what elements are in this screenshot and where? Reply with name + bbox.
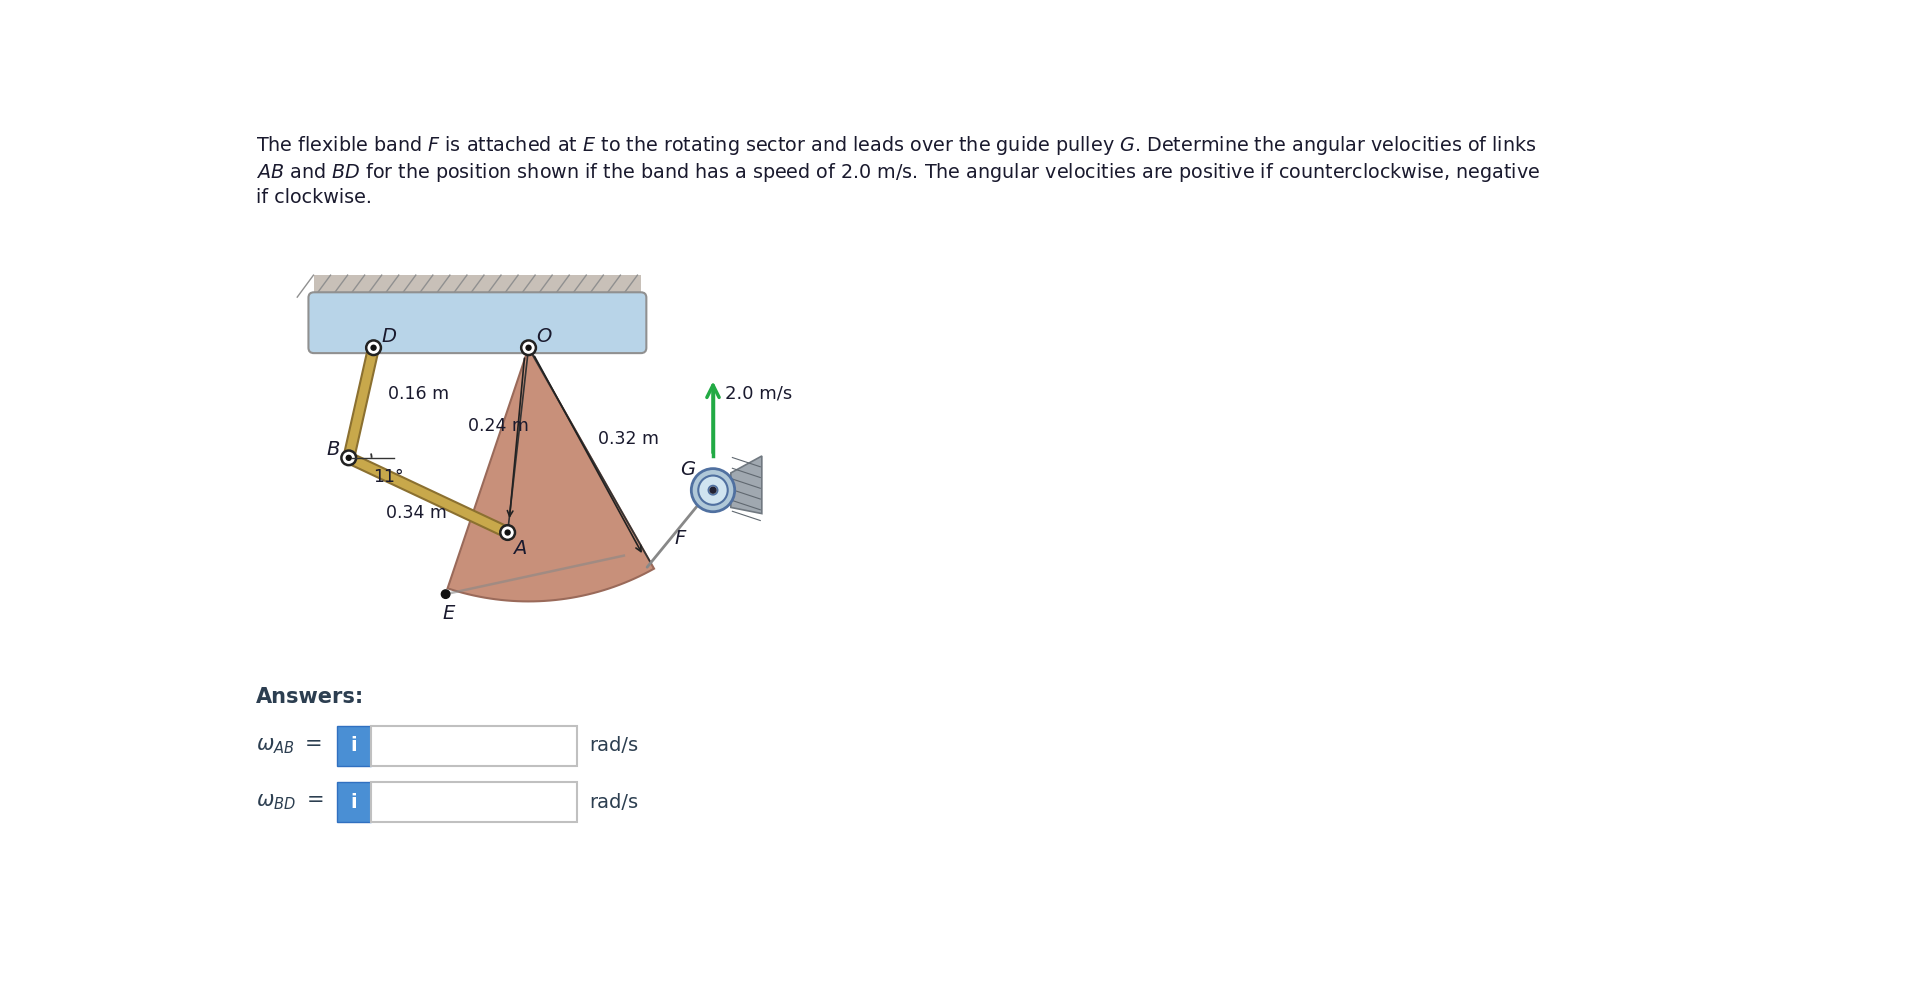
Circle shape [709, 487, 717, 493]
Text: 11°: 11° [373, 468, 404, 486]
FancyBboxPatch shape [371, 726, 577, 766]
FancyBboxPatch shape [336, 782, 371, 822]
Text: if clockwise.: if clockwise. [256, 188, 371, 207]
Polygon shape [730, 456, 761, 514]
FancyBboxPatch shape [336, 726, 371, 766]
Text: rad/s: rad/s [588, 793, 638, 811]
Circle shape [527, 345, 530, 350]
Circle shape [342, 450, 356, 465]
Circle shape [442, 590, 450, 598]
Text: $\omega_{BD}$ $=$: $\omega_{BD}$ $=$ [256, 792, 323, 812]
Polygon shape [346, 453, 509, 538]
Text: 0.24 m: 0.24 m [467, 417, 529, 434]
Circle shape [698, 475, 728, 505]
Text: i: i [352, 736, 357, 755]
Text: $D$: $D$ [381, 326, 398, 345]
Circle shape [521, 340, 536, 355]
Text: Answers:: Answers: [256, 686, 363, 706]
Text: $O$: $O$ [536, 326, 554, 345]
Circle shape [346, 455, 352, 460]
Polygon shape [344, 346, 379, 459]
FancyBboxPatch shape [308, 293, 646, 353]
Text: $AB$ and $BD$ for the position shown if the band has a speed of 2.0 m/s. The ang: $AB$ and $BD$ for the position shown if … [256, 162, 1540, 185]
Text: 2.0 m/s: 2.0 m/s [725, 385, 792, 403]
Text: $E$: $E$ [442, 604, 456, 623]
Text: $F$: $F$ [675, 529, 688, 548]
Text: $G$: $G$ [680, 459, 696, 479]
FancyBboxPatch shape [371, 782, 577, 822]
Circle shape [371, 345, 377, 350]
Circle shape [709, 485, 717, 495]
Circle shape [692, 468, 734, 512]
Text: i: i [352, 793, 357, 811]
Circle shape [505, 530, 509, 535]
Text: The flexible band $F$ is attached at $E$ to the rotating sector and leads over t: The flexible band $F$ is attached at $E$… [256, 135, 1536, 158]
Text: rad/s: rad/s [588, 736, 638, 755]
Text: $A$: $A$ [511, 539, 527, 558]
Circle shape [500, 525, 515, 540]
Text: $\omega_{AB}$ $=$: $\omega_{AB}$ $=$ [256, 736, 321, 756]
Circle shape [367, 340, 381, 355]
Text: 0.32 m: 0.32 m [598, 430, 659, 448]
Text: 0.34 m: 0.34 m [386, 504, 446, 522]
Text: $B$: $B$ [325, 439, 340, 458]
Bar [313, 275, 640, 298]
Text: 0.16 m: 0.16 m [388, 385, 448, 403]
Polygon shape [448, 348, 653, 601]
